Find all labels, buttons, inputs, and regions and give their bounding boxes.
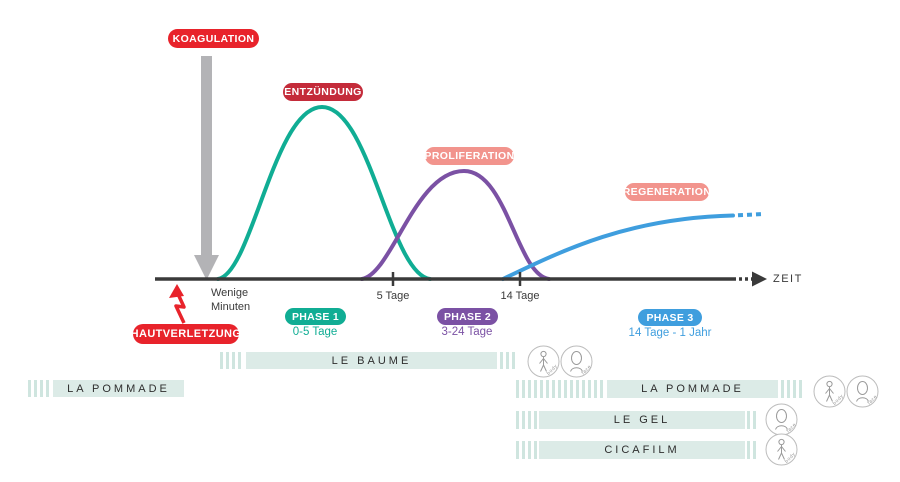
le-gel-stripes-left <box>516 411 537 429</box>
la-pommade-right-bar: LA POMMADE <box>607 380 778 398</box>
phase-3-range: 14 Tage - 1 Jahr <box>628 327 712 339</box>
tick-label-5-tage: 5 Tage <box>376 290 410 302</box>
regeneration-curve-dashed <box>737 212 765 218</box>
le-gel-bar: LE GEL <box>539 411 745 429</box>
proliferation-curve <box>360 168 551 281</box>
koagulation-arrow-head <box>194 255 219 280</box>
time-axis-arrow-icon <box>752 271 767 287</box>
entzuendung-badge: ENTZÜNDUNG <box>283 83 363 101</box>
regeneration-curve <box>501 213 735 281</box>
le-baume-stripes-right <box>500 352 517 369</box>
phase-2-range: 3-24 Tage <box>441 326 493 338</box>
axis-origin-note: Wenige Minuten <box>211 287 251 313</box>
phase-1-range: 0-5 Tage <box>292 326 338 338</box>
regeneration-badge: REGENERATION <box>623 183 711 201</box>
entzuendung-curve <box>216 104 432 281</box>
la-pommade-left-stripes <box>28 380 51 397</box>
tick-label-14-tage: 14 Tage <box>500 290 540 302</box>
koagulation-arrow-shaft <box>201 56 212 257</box>
axis-label-zeit: ZEIT <box>773 273 803 285</box>
la-pommade-right-stripes-right <box>781 380 805 398</box>
phase-1-pill: PHASE 1 <box>285 308 346 325</box>
hautverletzung-badge: HAUTVERLETZUNG <box>131 324 241 344</box>
body-icon: body <box>813 375 846 408</box>
cicafilm-bar: CICAFILM <box>539 441 745 459</box>
phase-2-pill: PHASE 2 <box>437 308 498 325</box>
body-icon: body <box>527 345 560 378</box>
lightning-arrowhead-icon <box>169 284 184 298</box>
face-icon: face <box>846 375 879 408</box>
le-baume-bar: LE BAUME <box>246 352 497 369</box>
lightning-icon <box>174 293 186 324</box>
phase-3-pill: PHASE 3 <box>638 309 702 326</box>
body-icon: body <box>765 433 798 466</box>
cicafilm-stripes-right <box>747 441 759 459</box>
le-gel-stripes-right <box>747 411 759 429</box>
la-pommade-left-bar: LA POMMADE <box>53 380 184 397</box>
cicafilm-stripes-left <box>516 441 537 459</box>
le-baume-stripes-left <box>220 352 244 369</box>
koagulation-badge: KOAGULATION <box>168 29 259 48</box>
face-icon: face <box>765 403 798 436</box>
la-pommade-right-stripes-left <box>516 380 605 398</box>
face-icon: face <box>560 345 593 378</box>
proliferation-badge: PROLIFERATION <box>424 147 514 165</box>
